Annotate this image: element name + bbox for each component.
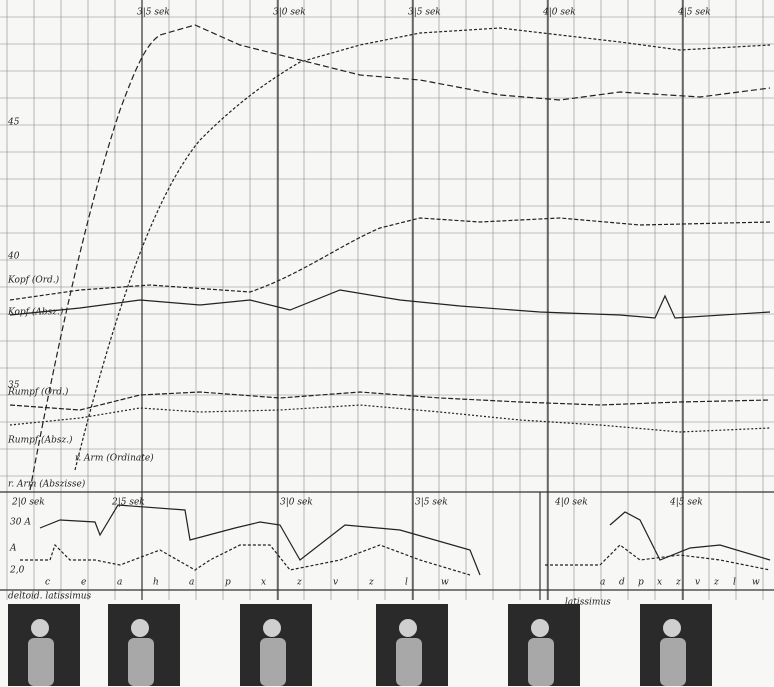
segment-label: z [713, 578, 719, 588]
panel-left-label: 2,0 [9, 566, 25, 576]
chart-scan: 3|5 sek 3|0 sek 3|5 sek 4|0 sek 4|5 sek 45 40 3… [0, 0, 774, 687]
segment-label: l [405, 578, 408, 588]
time-label: 4|0 sek [542, 8, 576, 18]
segment-label: a [600, 578, 605, 588]
segment-label: p [638, 578, 644, 588]
panel-left-label: 30 A [10, 518, 31, 528]
time-label: 3|0 sek [273, 8, 306, 18]
head-ordinate-curve [10, 218, 770, 300]
panel-time-label: 4|0 sek [554, 498, 588, 508]
segment-label: z [368, 578, 374, 588]
segment-label: v [333, 578, 338, 588]
page: 3|5 sek 3|0 sek 3|5 sek 4|0 sek 4|5 sek 45 40 3… [0, 0, 774, 687]
segment-label: l [733, 578, 736, 588]
curve-label: r. Arm (Abszisse) [8, 479, 86, 490]
photo-figure [531, 619, 549, 637]
panel-time-label: 3|5 sek [415, 498, 448, 508]
curve-label: Kopf (Absz.) [7, 307, 64, 318]
curve-label: r. Arm (Ordinate) [75, 453, 154, 464]
photo-figure [396, 638, 422, 686]
photos [8, 604, 712, 686]
panel-time-label: 2|5 sek [111, 498, 145, 508]
curve-label: Rumpf (Ord.) [7, 387, 69, 398]
panel-time-label: 3|0 sek [280, 498, 313, 508]
curve-label: Rumpf (Absz.) [7, 435, 73, 446]
grid [0, 0, 774, 600]
muscle-label: latissimus [565, 598, 611, 608]
segment-label: a [117, 578, 122, 588]
photo-figure [131, 619, 149, 637]
segment-label: x [657, 578, 662, 588]
panel-left-label: A [9, 544, 17, 554]
segment-label: h [153, 578, 159, 588]
photo-figure [128, 638, 154, 686]
segment-label: v [695, 578, 700, 588]
segment-label: z [675, 578, 681, 588]
segment-label: e [81, 578, 86, 588]
emg-curves [40, 505, 770, 575]
photo-figure [263, 619, 281, 637]
segment-label: c [45, 578, 50, 588]
curve-label: Kopf (Ord.) [7, 275, 60, 286]
panel-time-label: 2|0 sek [11, 498, 45, 508]
photo-figure [399, 619, 417, 637]
panel-time-label: 4|5 sek [669, 498, 703, 508]
photo-figure [28, 638, 54, 686]
emg-curves-lower [20, 545, 770, 575]
segment-label: w [441, 578, 449, 588]
y-label: 45 [7, 118, 20, 128]
segment-label: x [261, 578, 266, 588]
time-label: 3|5 sek [137, 8, 170, 18]
segment-label: p [225, 578, 231, 588]
muscle-label: deltoid. latissimus [8, 592, 92, 602]
time-label: 3|5 sek [408, 8, 441, 18]
segment-label: d [619, 578, 625, 588]
photo-figure [260, 638, 286, 686]
photo-figure [663, 619, 681, 637]
y-label: 40 [7, 252, 20, 262]
photo-figure [660, 638, 686, 686]
segment-label: z [296, 578, 302, 588]
time-label: 4|5 sek [677, 8, 711, 18]
photo-figure [528, 638, 554, 686]
segment-label: w [752, 578, 760, 588]
arm-ordinate-curve [30, 25, 770, 490]
trunk-abscissa-curve [10, 405, 770, 432]
segment-label: a [189, 578, 194, 588]
photo-figure [31, 619, 49, 637]
